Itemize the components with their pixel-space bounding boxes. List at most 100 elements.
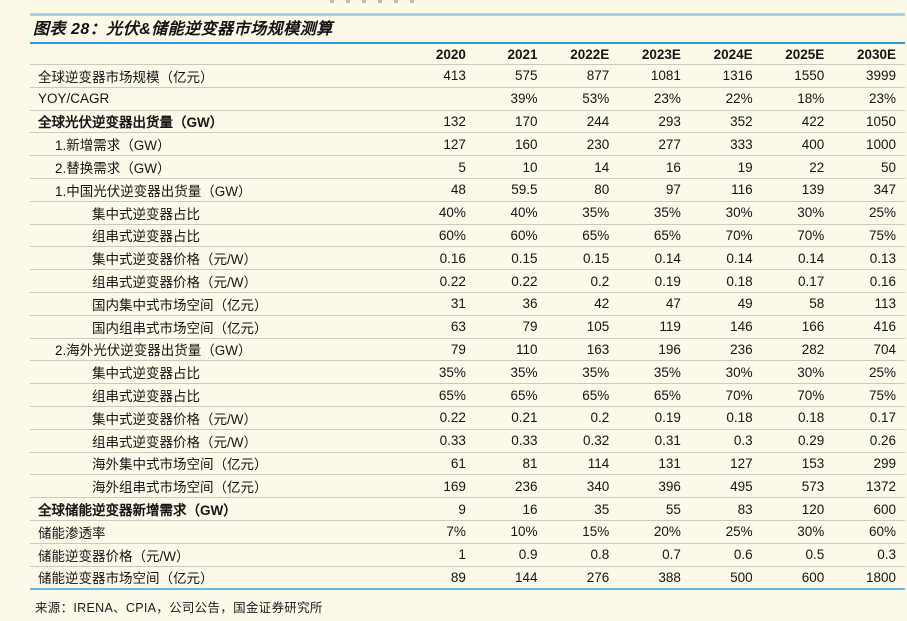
top-divider-rule [30,13,905,16]
value-cell: 0.22 [403,269,475,293]
value-cell: 75% [833,224,905,248]
value-cell: 40% [403,201,475,225]
value-cell: 0.7 [618,543,690,567]
row-label: 储能渗透率 [30,520,404,544]
value-cell: 58 [761,292,834,316]
value-cell: 48 [403,178,475,202]
value-cell: 1 [403,543,475,567]
year-column-header: 2025E [761,44,834,65]
value-cell: 35% [546,201,619,225]
value-cell: 60% [833,520,905,544]
header-corner-cell [30,44,404,65]
row-label: 储能逆变器价格（元/W） [30,543,404,567]
value-cell: 14 [546,155,619,179]
value-cell: 30% [761,360,834,385]
value-cell: 422 [761,110,834,134]
year-column-header: 2024E [689,44,762,65]
value-cell: 25% [833,360,905,385]
year-column-header: 2020 [403,44,475,65]
row-label: 2.替换需求（GW） [30,155,404,179]
value-cell: 0.22 [474,269,547,293]
value-cell: 0.15 [474,246,547,271]
value-cell: 1800 [833,566,905,591]
table-row: 组串式逆变器价格（元/W） 0.22 0.22 0.2 0.19 0.18 0.17 0.16 [30,269,905,293]
value-cell: 600 [761,566,834,591]
value-cell: 70% [689,224,762,248]
value-cell: 16 [474,497,547,521]
row-label: 组串式逆变器价格（元/W） [30,429,404,453]
table-row: 储能逆变器价格（元/W） 1 0.9 0.8 0.7 0.6 0.5 0.3 [30,543,905,567]
value-cell: 30% [689,201,762,225]
value-cell: 0.19 [618,406,690,430]
value-cell: 0.14 [618,246,690,271]
table-row: 集中式逆变器价格（元/W） 0.22 0.21 0.2 0.19 0.18 0.18 0.17 [30,406,905,430]
value-cell: 18% [761,87,834,111]
row-label: YOY/CAGR [30,87,404,111]
clipped-text-remnant [330,0,414,3]
value-cell: 10 [474,155,547,179]
value-cell: 65% [546,383,619,407]
value-cell: 70% [761,224,834,248]
value-cell: 0.18 [761,406,834,430]
value-cell: 30% [761,520,834,544]
table-row: 2.海外光伏逆变器出货量（GW） 79 110 163 196 236 282 704 [30,338,905,362]
value-cell: 230 [546,132,619,157]
value-cell: 877 [546,64,619,88]
value-cell: 400 [761,132,834,157]
value-cell: 0.29 [761,429,834,453]
value-cell: 282 [761,338,834,362]
value-cell: 127 [403,132,475,157]
value-cell: 0.14 [761,246,834,271]
value-cell: 16 [618,155,690,179]
value-cell: 59.5 [474,178,547,202]
row-label: 全球光伏逆变器出货量（GW） [30,110,404,134]
value-cell: 169 [403,474,475,499]
value-cell: 10% [474,520,547,544]
value-cell: 0.8 [546,543,619,567]
value-cell: 89 [403,566,475,591]
value-cell: 65% [403,383,475,407]
value-cell: 704 [833,338,905,362]
value-cell: 120 [761,497,834,521]
value-cell: 0.3 [833,543,905,567]
value-cell: 132 [403,110,475,134]
table-row: 储能逆变器市场空间（亿元） 89 144 276 388 500 600 1800 [30,566,905,591]
value-cell: 80 [546,178,619,202]
value-cell: 105 [546,315,619,339]
value-cell: 23% [833,87,905,111]
table-row: 海外组串式市场空间（亿元） 169 236 340 396 495 573 1372 [30,474,905,499]
value-cell: 1050 [833,110,905,134]
value-cell: 153 [761,452,834,476]
value-cell: 163 [546,338,619,362]
row-label: 集中式逆变器价格（元/W） [30,246,404,271]
value-cell: 42 [546,292,619,316]
row-label: 组串式逆变器价格（元/W） [30,269,404,293]
value-cell: 5 [403,155,475,179]
value-cell: 299 [833,452,905,476]
value-cell: 170 [474,110,547,134]
value-cell: 97 [618,178,690,202]
table-row: 组串式逆变器占比 65% 65% 65% 65% 70% 70% 75% [30,383,905,407]
table-row: 国内组串式市场空间（亿元） 63 79 105 119 146 166 416 [30,315,905,339]
value-cell: 0.5 [761,543,834,567]
value-cell: 20% [618,520,690,544]
value-cell: 25% [833,201,905,225]
value-cell: 7% [403,520,475,544]
value-cell: 50 [833,155,905,179]
year-column-header: 2022E [546,44,619,65]
value-cell: 3999 [833,64,905,88]
year-column-header: 2030E [833,44,905,65]
year-column-header: 2023E [618,44,690,65]
value-cell: 110 [474,338,547,362]
value-cell: 0.31 [618,429,690,453]
table-row: 海外集中式市场空间（亿元） 61 81 114 131 127 153 299 [30,452,905,476]
table-row: 集中式逆变器占比 40% 40% 35% 35% 30% 30% 25% [30,201,905,225]
value-cell: 144 [474,566,547,591]
value-cell: 35% [546,360,619,385]
value-cell: 160 [474,132,547,157]
value-cell: 396 [618,474,690,499]
value-cell: 70% [761,383,834,407]
value-cell: 63 [403,315,475,339]
value-cell: 35% [474,360,547,385]
value-cell: 244 [546,110,619,134]
